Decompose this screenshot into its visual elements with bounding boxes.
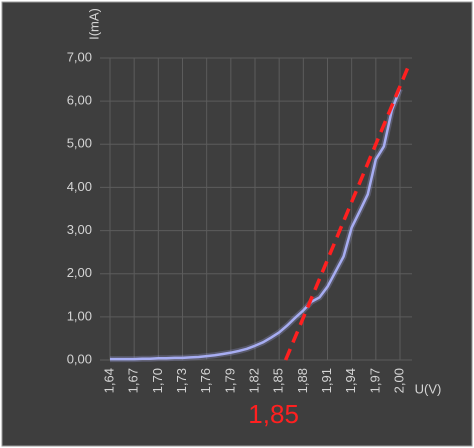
x-tick-label: 1,91 bbox=[319, 368, 334, 393]
y-axis-title: I(mA) bbox=[86, 8, 101, 40]
x-tick-label: 1,70 bbox=[150, 368, 165, 393]
x-tick-label: 1,64 bbox=[101, 368, 116, 393]
x-tick-label: 1,82 bbox=[246, 368, 261, 393]
y-tick-label: 6,00 bbox=[67, 93, 92, 108]
x-tick-label: 1,88 bbox=[295, 368, 310, 393]
x-tick-label: 1,94 bbox=[343, 368, 358, 393]
y-tick-label: 4,00 bbox=[67, 179, 92, 194]
y-tick-label: 2,00 bbox=[67, 265, 92, 280]
y-tick-label: 0,00 bbox=[67, 351, 92, 366]
data-line bbox=[110, 88, 402, 361]
x-tick-label: 1,73 bbox=[174, 368, 189, 393]
y-tick-label: 1,00 bbox=[67, 308, 92, 323]
y-tick-label: 5,00 bbox=[67, 136, 92, 151]
x-tick-label: 2,00 bbox=[391, 368, 406, 393]
y-tick-label: 7,00 bbox=[67, 49, 92, 64]
x-axis-title: U(V) bbox=[415, 381, 442, 396]
x-tick-label: 1,85 bbox=[271, 368, 286, 393]
tangent-line bbox=[283, 66, 410, 361]
x-tick-label: 1,97 bbox=[367, 368, 382, 393]
x-tick-label: 1,79 bbox=[222, 368, 237, 393]
x-tick-label: 1,67 bbox=[126, 368, 141, 393]
y-tick-label: 3,00 bbox=[67, 222, 92, 237]
x-tick-label: 1,76 bbox=[198, 368, 213, 393]
tangent-label: 1,85 bbox=[248, 399, 299, 429]
